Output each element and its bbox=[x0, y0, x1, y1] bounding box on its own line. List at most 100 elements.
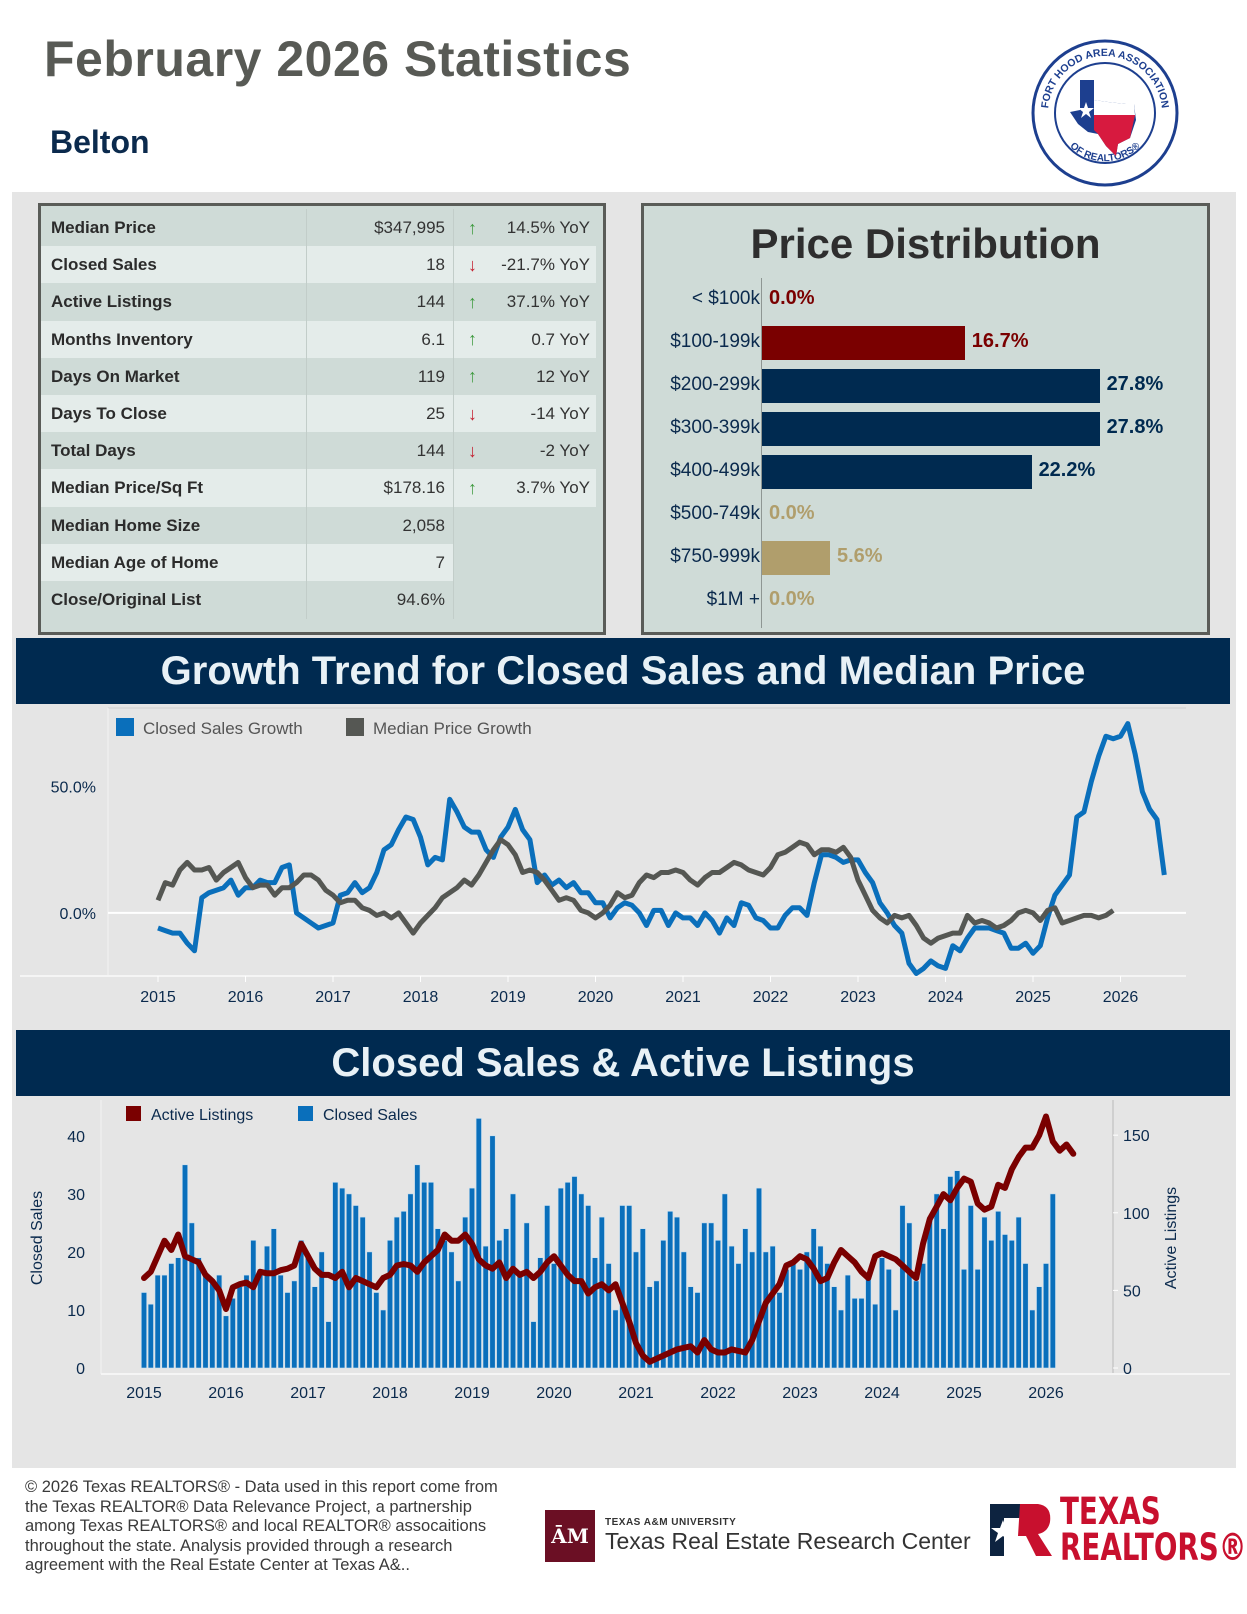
texas-state-icon bbox=[1070, 80, 1136, 156]
sales-left-axis-title: Closed Sales bbox=[29, 1191, 46, 1285]
legend-label: Closed Sales bbox=[323, 1107, 417, 1124]
sales-right-y-tick: 50 bbox=[1123, 1283, 1141, 1300]
closed-sales-bar bbox=[523, 1222, 530, 1369]
closed-sales-bar bbox=[250, 1240, 257, 1369]
stat-value: 6.1 bbox=[306, 320, 454, 359]
stat-yoy-text: -2 YoY bbox=[539, 441, 590, 461]
footer-disclaimer: © 2026 Texas REALTORS® - Data used in th… bbox=[25, 1478, 498, 1574]
closed-sales-bar bbox=[223, 1315, 230, 1369]
active-listings-line bbox=[141, 1113, 1077, 1365]
growth-y-tick: 50.0% bbox=[51, 780, 96, 797]
closed-sales-bar bbox=[872, 1303, 879, 1369]
closed-sales-bar bbox=[667, 1211, 674, 1369]
sales-x-tick: 2020 bbox=[536, 1385, 572, 1402]
legend-label: Closed Sales Growth bbox=[143, 719, 303, 738]
closed-sales-bar bbox=[865, 1274, 872, 1369]
closed-sales-bar bbox=[427, 1182, 434, 1369]
closed-sales-bar bbox=[1036, 1286, 1043, 1369]
closed-sales-bar bbox=[161, 1274, 168, 1369]
closed-sales-bar bbox=[947, 1176, 954, 1369]
closed-sales-bar bbox=[885, 1269, 892, 1369]
legend-label: Median Price Growth bbox=[373, 719, 532, 738]
stat-yoy: ↑ 37.1% YoY bbox=[454, 283, 596, 322]
legend-label: Active Listings bbox=[151, 1107, 253, 1124]
stat-yoy: ↑ 14.5% YoY bbox=[454, 209, 596, 247]
stat-value: 144 bbox=[306, 432, 454, 471]
stat-yoy-text: 37.1% YoY bbox=[506, 292, 590, 312]
closed-sales-bar bbox=[735, 1263, 742, 1369]
closed-sales-bar bbox=[919, 1263, 926, 1369]
stat-label: Close/Original List bbox=[41, 581, 306, 619]
closed-sales-bar bbox=[291, 1280, 298, 1369]
closed-sales-bar bbox=[1001, 1234, 1008, 1369]
price-bucket-bar bbox=[762, 541, 830, 575]
closed-sales-bar bbox=[803, 1251, 810, 1369]
sales-x-tick: 2026 bbox=[1028, 1385, 1064, 1402]
growth-x-tick: 2018 bbox=[403, 989, 439, 1006]
stat-value: 18 bbox=[306, 246, 454, 285]
price-bucket-row: $100-199k 16.7% bbox=[644, 321, 1207, 365]
closed-sales-bar bbox=[769, 1245, 776, 1369]
closed-sales-bar bbox=[571, 1176, 578, 1369]
closed-sales-bar bbox=[940, 1228, 947, 1369]
closed-sales-bar bbox=[858, 1298, 865, 1369]
closed-sales-bar bbox=[783, 1269, 790, 1369]
closed-sales-bar bbox=[817, 1245, 824, 1369]
closed-sales-bar bbox=[646, 1286, 653, 1369]
price-distribution-axis bbox=[761, 278, 762, 628]
sales-x-tick: 2024 bbox=[864, 1385, 900, 1402]
closed-sales-bar bbox=[708, 1222, 715, 1369]
stat-value: 2,058 bbox=[306, 506, 454, 545]
closed-sales-bar bbox=[749, 1251, 756, 1369]
closed-sales-bar bbox=[591, 1257, 598, 1369]
closed-sales-bar bbox=[598, 1216, 605, 1369]
price-bucket-row: $400-499k 22.2% bbox=[644, 450, 1207, 494]
arrow-up-icon: ↑ bbox=[468, 329, 477, 350]
stats-row: Median Price/Sq Ft $178.16 ↑ 3.7% YoY bbox=[41, 469, 603, 508]
sales-x-tick: 2021 bbox=[618, 1385, 654, 1402]
closed-sales-bar bbox=[1049, 1193, 1056, 1369]
price-bucket-row: < $100k 0.0% bbox=[644, 278, 1207, 322]
stats-row: Median Home Size 2,058 bbox=[41, 506, 603, 545]
closed-sales-bar bbox=[462, 1216, 469, 1369]
stat-yoy-text: 3.7% YoY bbox=[516, 478, 590, 498]
price-bucket-percent: 0.0% bbox=[769, 502, 815, 524]
legend-swatch bbox=[116, 718, 134, 736]
price-bucket-percent: 16.7% bbox=[971, 330, 1029, 352]
growth-x-tick: 2022 bbox=[753, 989, 789, 1006]
closed-sales-bar bbox=[503, 1228, 510, 1369]
closed-sales-bar bbox=[1015, 1216, 1022, 1369]
closed-sales-bar bbox=[954, 1170, 961, 1369]
stat-yoy: ↑ 0.7 YoY bbox=[454, 320, 596, 359]
stat-yoy: ↑ 3.7% YoY bbox=[454, 469, 596, 508]
closed-sales-bar bbox=[270, 1228, 277, 1369]
stat-label: Closed Sales bbox=[41, 246, 306, 285]
price-bucket-label: $1M + bbox=[706, 589, 760, 610]
price-bucket-row: $1M + 0.0% bbox=[644, 579, 1207, 623]
arrow-up-icon: ↑ bbox=[468, 217, 477, 238]
closed-sales-bar bbox=[455, 1280, 462, 1369]
closed-sales-bar bbox=[619, 1205, 626, 1369]
closed-sales-bar bbox=[475, 1118, 482, 1369]
closed-sales-bar bbox=[701, 1222, 708, 1369]
closed-sales-bar bbox=[906, 1222, 913, 1369]
closed-sales-bar bbox=[844, 1274, 851, 1369]
stat-yoy: ↓ -2 YoY bbox=[454, 432, 596, 471]
closed-sales-bar bbox=[673, 1216, 680, 1369]
price-distribution-title: Price Distribution bbox=[750, 220, 1101, 267]
sales-left-y-tick: 20 bbox=[67, 1245, 85, 1262]
closed-sales-bar bbox=[386, 1240, 393, 1369]
closed-sales-bar bbox=[318, 1251, 325, 1369]
closed-sales-bar bbox=[195, 1257, 202, 1369]
sales-x-tick: 2018 bbox=[372, 1385, 408, 1402]
closed-sales-bar bbox=[1043, 1263, 1050, 1369]
closed-sales-bar bbox=[264, 1245, 271, 1369]
sales-left-y-tick: 40 bbox=[67, 1129, 85, 1146]
price-bucket-percent: 0.0% bbox=[769, 287, 815, 309]
closed-sales-bar bbox=[694, 1292, 701, 1369]
closed-sales-bar bbox=[537, 1257, 544, 1369]
stat-label: Median Age of Home bbox=[41, 543, 306, 582]
stats-row: Close/Original List 94.6% bbox=[41, 581, 603, 619]
price-bucket-bar bbox=[762, 369, 1100, 403]
texas-realtors-line2: REALTORS® bbox=[1060, 1526, 1247, 1569]
